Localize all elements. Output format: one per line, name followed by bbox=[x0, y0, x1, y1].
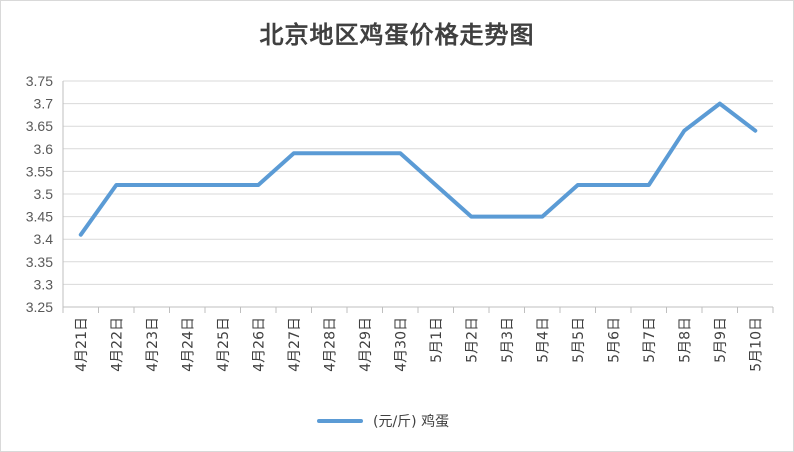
legend: (元/斤) 鸡蛋 bbox=[317, 411, 449, 431]
data-point bbox=[682, 129, 686, 133]
data-point bbox=[327, 151, 331, 155]
y-tick-label: 3.7 bbox=[34, 96, 54, 112]
x-tick-label: 4月23日 bbox=[145, 317, 161, 372]
y-tick-label: 3.3 bbox=[34, 276, 54, 292]
x-tick-label: 5月3日 bbox=[500, 317, 516, 363]
data-point bbox=[540, 215, 544, 219]
y-tick-label: 3.35 bbox=[26, 254, 53, 270]
x-tick-label: 5月4日 bbox=[535, 317, 551, 363]
series-line bbox=[78, 101, 758, 237]
data-point bbox=[434, 183, 438, 187]
x-tick-label: 4月30日 bbox=[393, 317, 409, 372]
y-tick-label: 3.25 bbox=[26, 299, 53, 315]
axes bbox=[62, 81, 774, 313]
x-tick-label: 5月8日 bbox=[677, 317, 693, 363]
y-tick-label: 3.65 bbox=[26, 118, 53, 134]
x-tick-label: 5月2日 bbox=[464, 317, 480, 363]
x-tick-label: 4月25日 bbox=[216, 317, 232, 372]
chart-title: 北京地区鸡蛋价格走势图 bbox=[259, 20, 535, 49]
x-tick-label: 5月10日 bbox=[748, 317, 764, 372]
data-point bbox=[256, 183, 260, 187]
series-layer bbox=[78, 101, 758, 237]
data-point bbox=[576, 183, 580, 187]
data-point bbox=[398, 151, 402, 155]
x-tick-label: 5月5日 bbox=[571, 317, 587, 363]
data-point bbox=[505, 215, 509, 219]
data-point bbox=[150, 183, 154, 187]
x-tick-label: 4月29日 bbox=[358, 317, 374, 372]
x-tick-label: 5月7日 bbox=[642, 317, 658, 363]
legend-label: (元/斤) 鸡蛋 bbox=[373, 414, 450, 430]
data-point bbox=[611, 183, 615, 187]
x-tick-label: 4月26日 bbox=[251, 317, 267, 372]
x-tick-label: 4月21日 bbox=[74, 317, 90, 372]
data-point bbox=[292, 151, 296, 155]
y-tick-label: 3.75 bbox=[26, 73, 53, 89]
y-tick-label: 3.55 bbox=[26, 163, 53, 179]
x-tick-label: 5月9日 bbox=[713, 317, 729, 363]
gridlines bbox=[63, 80, 773, 285]
x-tick-label: 5月6日 bbox=[606, 317, 622, 363]
y-tick-label: 3.6 bbox=[34, 141, 54, 157]
data-point bbox=[469, 215, 473, 219]
data-point bbox=[363, 151, 367, 155]
data-point bbox=[647, 183, 651, 187]
data-point bbox=[221, 183, 225, 187]
x-tick-labels: 4月21日 4月22日 4月23日 4月24日 4月25日 4月26日 4月27日 4月28日… bbox=[74, 317, 765, 372]
x-tick-label: 4月27日 bbox=[287, 317, 303, 372]
x-tick-label: 5月1日 bbox=[429, 317, 445, 363]
data-point bbox=[718, 102, 722, 106]
y-tick-label: 3.5 bbox=[34, 186, 54, 202]
data-point bbox=[79, 233, 83, 237]
y-tick-label: 3.45 bbox=[26, 209, 53, 225]
data-point bbox=[753, 129, 757, 133]
x-tick-label: 4月28日 bbox=[322, 317, 338, 372]
legend-swatch bbox=[317, 419, 363, 423]
x-tick-label: 4月24日 bbox=[180, 317, 196, 372]
y-tick-labels: 3.25 3.3 3.35 3.4 3.45 3.5 3.55 3.6 3.65 3.7 3.75 bbox=[26, 73, 53, 315]
data-point bbox=[185, 183, 189, 187]
x-tick-label: 4月22日 bbox=[109, 317, 125, 372]
data-point bbox=[114, 183, 118, 187]
y-tick-label: 3.4 bbox=[34, 231, 54, 247]
